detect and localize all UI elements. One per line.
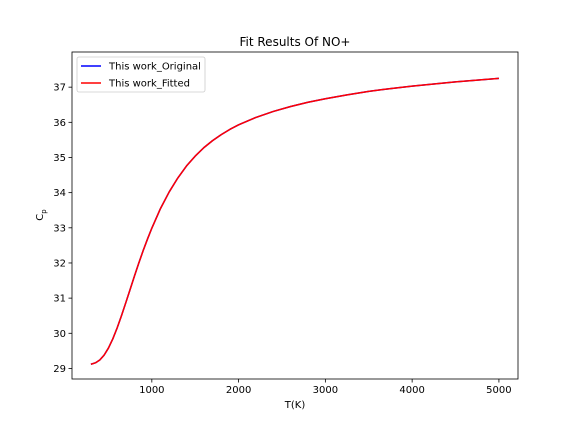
x-tick-label: 2000 bbox=[226, 385, 251, 396]
x-tick-label: 3000 bbox=[313, 385, 338, 396]
y-axis-label-main: C bbox=[35, 214, 46, 221]
y-axis-ticks: 29 30 31 32 33 34 35 36 37 bbox=[53, 83, 72, 375]
y-tick-label: 36 bbox=[53, 118, 66, 129]
y-tick-label: 35 bbox=[53, 153, 66, 164]
y-tick-label: 37 bbox=[53, 83, 66, 94]
x-tick-label: 5000 bbox=[486, 385, 511, 396]
y-tick-label: 31 bbox=[53, 294, 66, 305]
x-axis-label: T(K) bbox=[284, 400, 306, 411]
y-tick-label: 32 bbox=[53, 258, 66, 269]
y-tick-label: 33 bbox=[53, 223, 66, 234]
series-line-0 bbox=[90, 77, 499, 365]
y-axis-label-subscript: p bbox=[40, 209, 48, 214]
y-tick-label: 29 bbox=[53, 364, 66, 375]
legend-label: This work_Fitted bbox=[108, 79, 190, 90]
series-layer bbox=[90, 77, 499, 365]
legend: This work_Original This work_Fitted bbox=[76, 56, 206, 93]
legend-label: This work_Original bbox=[108, 62, 201, 73]
legend-box bbox=[76, 56, 206, 93]
y-axis-label: Cp bbox=[35, 209, 48, 221]
plot-area-frame bbox=[71, 51, 519, 380]
y-tick-label: 30 bbox=[53, 329, 66, 340]
x-tick-label: 4000 bbox=[399, 385, 424, 396]
x-tick-label: 1000 bbox=[139, 385, 164, 396]
chart-title: Fit Results Of NO+ bbox=[240, 35, 351, 49]
series-line-1 bbox=[90, 77, 499, 365]
y-tick-label: 34 bbox=[53, 188, 66, 199]
x-axis-ticks: 1000 2000 3000 4000 5000 bbox=[139, 379, 512, 396]
